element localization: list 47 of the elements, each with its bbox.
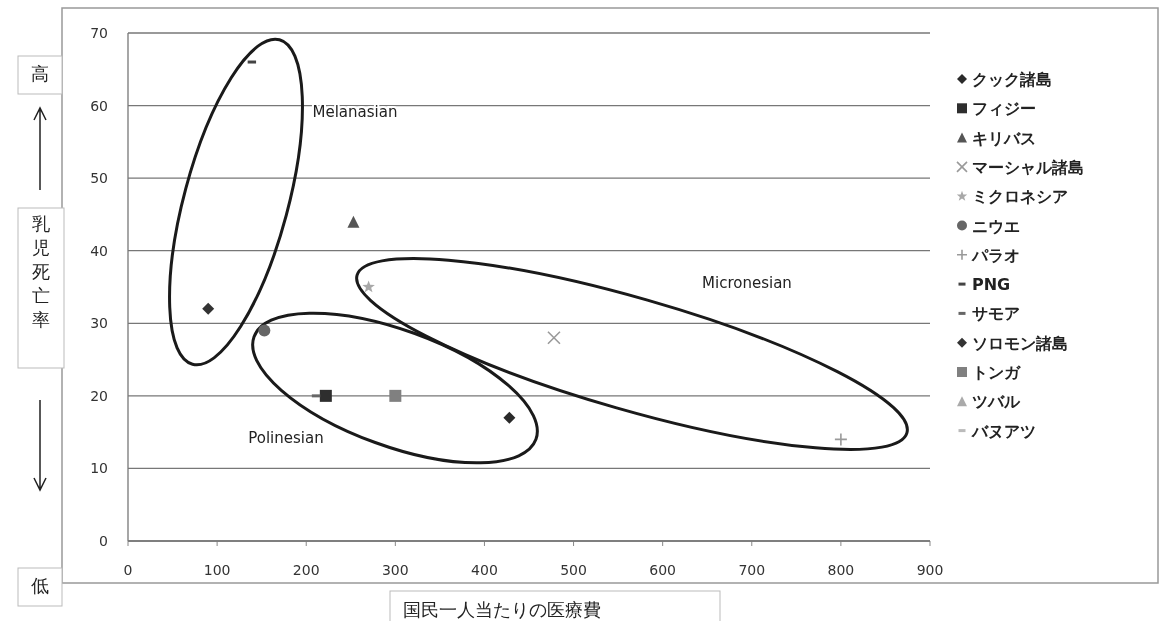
x-tick-label: 700	[738, 562, 766, 578]
point	[362, 280, 375, 293]
y-axis-title: 乳児死亡率	[32, 213, 50, 330]
x-tick-label: 0	[123, 562, 133, 578]
legend-label: マーシャル諸島	[972, 157, 1084, 177]
x-tick-label: 300	[381, 562, 409, 578]
x-axis-title: 国民一人当たりの医療費	[403, 599, 601, 620]
point	[202, 302, 215, 315]
legend-label: PNG	[972, 275, 1011, 295]
y-tick-label: 60	[90, 97, 108, 114]
annotation: Micronesian	[702, 274, 792, 292]
legend-label: サモア	[972, 304, 1020, 324]
legend-label: ニウエ	[972, 216, 1020, 236]
y-tick-label: 30	[90, 315, 108, 332]
x-tick-label: 500	[560, 562, 587, 578]
legend-label: トンガ	[972, 363, 1021, 382]
legend-label: ミクロネシア	[972, 187, 1068, 207]
point	[347, 215, 360, 228]
y-tick-label: 50	[90, 170, 108, 187]
y-tick-label: 20	[90, 387, 108, 404]
x-tick-label: 900	[916, 562, 944, 578]
y-tick-label: 10	[90, 460, 108, 477]
legend-label: フィジー	[972, 99, 1036, 119]
legend-label: バヌアツ	[971, 421, 1036, 441]
point	[258, 324, 271, 337]
text: 低	[31, 575, 49, 596]
point	[389, 389, 402, 402]
legend-label: パラオ	[971, 245, 1020, 265]
x-tick-label: 100	[203, 562, 231, 578]
x-tick-label: 200	[292, 562, 320, 578]
legend-label: クック諸島	[972, 70, 1052, 89]
x-tick-label: 600	[649, 562, 677, 578]
y-tick-label: 0	[99, 533, 108, 549]
point	[503, 411, 516, 424]
annotation: Melanasian	[312, 103, 398, 121]
text: 高	[31, 63, 49, 84]
y-tick-label: 70	[90, 25, 108, 41]
point	[547, 331, 561, 345]
point	[834, 432, 848, 447]
x-tick-label: 400	[471, 562, 498, 578]
y-tick-label: 40	[90, 242, 108, 259]
x-tick-label: 800	[827, 562, 855, 578]
point	[319, 389, 332, 402]
legend-label: ソロモン諸島	[972, 333, 1068, 353]
legend-label: ツバル	[972, 392, 1021, 412]
legend-label: キリバス	[972, 128, 1036, 148]
annotation: Polinesian	[248, 429, 324, 447]
